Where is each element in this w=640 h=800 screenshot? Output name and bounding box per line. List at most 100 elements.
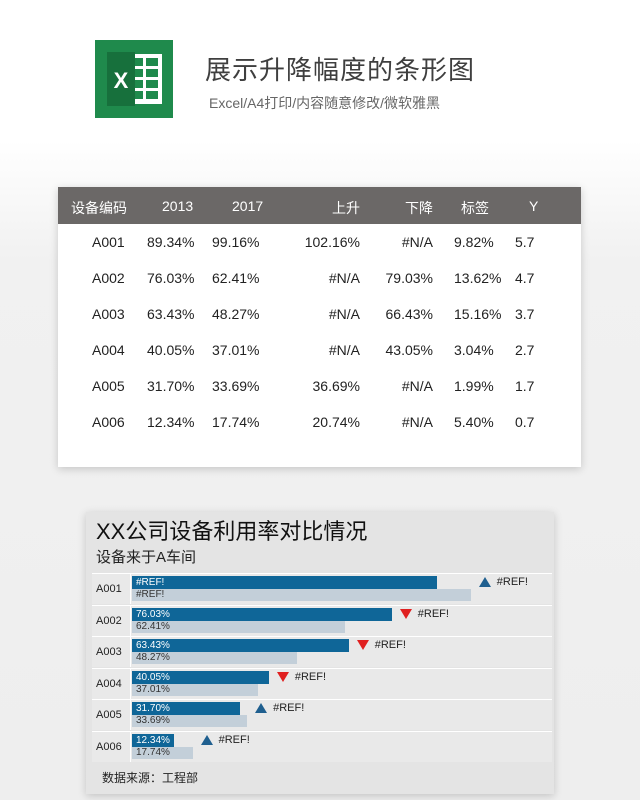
header-2013: 2013 [162, 198, 194, 214]
page-title: 展示升降幅度的条形图 [205, 55, 476, 85]
cell-label: 3.04% [454, 342, 494, 358]
marker-label: #REF! [294, 670, 327, 683]
cell-down: #N/A [401, 414, 433, 430]
axis-divider [130, 668, 131, 699]
cell-2017: 17.74% [212, 414, 260, 430]
chart-row: A002 76.03% 62.41% #REF! [92, 604, 552, 636]
bar-2013 [132, 733, 175, 747]
up-triangle-icon [478, 577, 491, 587]
cell-code: A001 [92, 234, 125, 250]
axis-divider [130, 731, 131, 762]
chart-plot-area: A001 #REF! #REF! #REF! A002 76.03% 62.41% #REF!… [92, 573, 552, 763]
cell-up: 36.69% [312, 378, 360, 394]
chart-row: A003 63.43% 48.27% #REF! [92, 636, 552, 667]
cell-code: A002 [92, 270, 125, 286]
bar-2017 [132, 683, 259, 696]
cell-code: A005 [92, 378, 125, 394]
axis-divider [130, 574, 131, 604]
marker-label: #REF! [417, 607, 449, 620]
bar-2013 [132, 607, 392, 621]
cell-y: 1.7 [515, 378, 535, 394]
bar-chart: XX公司设备利用率对比情况 设备来于A车间 A001 #REF! #REF! #REF… [86, 512, 554, 794]
category-label: A003 [96, 646, 122, 658]
data-table: 设备编码 2013 2017 上升 下降 标签 Y A001 89.34% 99.1… [58, 187, 581, 467]
cell-2013: 76.03% [147, 270, 195, 286]
table-header-row: 设备编码 2013 2017 上升 下降 标签 Y [58, 187, 581, 224]
cell-2017: 33.69% [212, 378, 260, 394]
bar-2013 [132, 670, 269, 684]
header-down: 下降 [405, 200, 433, 216]
bar-2017-label: 17.74% [136, 746, 170, 758]
category-label: A004 [96, 677, 122, 690]
category-label: A001 [96, 583, 122, 595]
cell-2013: 31.70% [147, 378, 195, 394]
cell-down: 79.03% [385, 270, 433, 286]
cell-label: 9.82% [454, 234, 494, 250]
axis-divider [130, 605, 131, 636]
bar-2013 [132, 702, 241, 715]
category-label: A005 [96, 709, 122, 721]
header-code: 设备编码 [71, 200, 127, 216]
category-label: A002 [96, 614, 122, 627]
chart-subtitle: 设备来于A车间 [96, 549, 197, 566]
cell-up: 102.16% [304, 234, 360, 250]
svg-text:X: X [114, 68, 129, 93]
cell-up: #N/A [328, 306, 360, 322]
cell-2013: 89.34% [147, 234, 195, 250]
cell-label: 5.40% [454, 414, 494, 430]
cell-2017: 37.01% [212, 342, 260, 358]
down-triangle-icon [399, 608, 412, 619]
excel-logo-icon: X [95, 40, 173, 118]
cell-code: A004 [92, 342, 125, 358]
cell-down: #N/A [401, 234, 433, 250]
cell-2017: 62.41% [212, 270, 260, 286]
bar-2013-label: #REF! [136, 577, 165, 588]
cell-code: A003 [92, 306, 125, 322]
down-triangle-icon [356, 640, 369, 650]
cell-down: 43.05% [385, 342, 433, 358]
bar-2013-label: 31.70% [136, 703, 170, 714]
bar-2013-label: 12.34% [136, 734, 170, 746]
chart-row: A006 12.34% 17.74% #REF! [92, 730, 552, 762]
marker-label: #REF! [374, 639, 406, 651]
cell-label: 13.62% [454, 270, 502, 286]
header-label: 标签 [461, 200, 489, 216]
up-triangle-icon [255, 703, 268, 713]
marker-label: #REF! [218, 733, 250, 746]
chart-row: A005 31.70% 33.69% #REF! [92, 699, 552, 730]
cell-label: 1.99% [454, 378, 494, 394]
bar-2017 [132, 620, 346, 633]
marker-label: #REF! [273, 702, 305, 714]
cell-y: 0.7 [515, 414, 535, 430]
axis-divider [130, 700, 131, 730]
header-2017: 2017 [232, 198, 264, 214]
cell-up: #N/A [328, 342, 360, 358]
bar-2017-label: 33.69% [136, 715, 170, 726]
bar-2013 [132, 639, 349, 652]
cell-y: 3.7 [515, 306, 535, 322]
cell-2013: 40.05% [147, 342, 195, 358]
cell-y: 5.7 [515, 234, 535, 250]
bar-2013 [132, 576, 438, 589]
bar-2017 [132, 746, 193, 759]
down-triangle-icon [276, 671, 289, 682]
cell-y: 2.7 [515, 342, 535, 358]
up-triangle-icon [200, 734, 213, 745]
bar-2017-label: #REF! [136, 589, 165, 600]
bar-2017 [132, 589, 471, 601]
cell-2013: 12.34% [147, 414, 195, 430]
header-y: Y [529, 198, 539, 214]
page-subtitle: Excel/A4打印/内容随意修改/微软雅黑 [209, 95, 441, 111]
cell-down: 66.43% [385, 306, 433, 322]
chart-row: A004 40.05% 37.01% #REF! [92, 667, 552, 699]
cell-up: #N/A [328, 270, 360, 286]
bar-2013-label: 63.43% [136, 640, 170, 651]
axis-divider [130, 637, 131, 667]
bar-2013-label: 40.05% [136, 671, 170, 683]
bar-2013-label: 76.03% [136, 608, 170, 620]
cell-down: #N/A [401, 378, 433, 394]
cell-up: 20.74% [312, 414, 360, 430]
bar-2017-label: 37.01% [136, 683, 170, 695]
bar-2017 [132, 715, 248, 727]
cell-2013: 63.43% [147, 306, 195, 322]
